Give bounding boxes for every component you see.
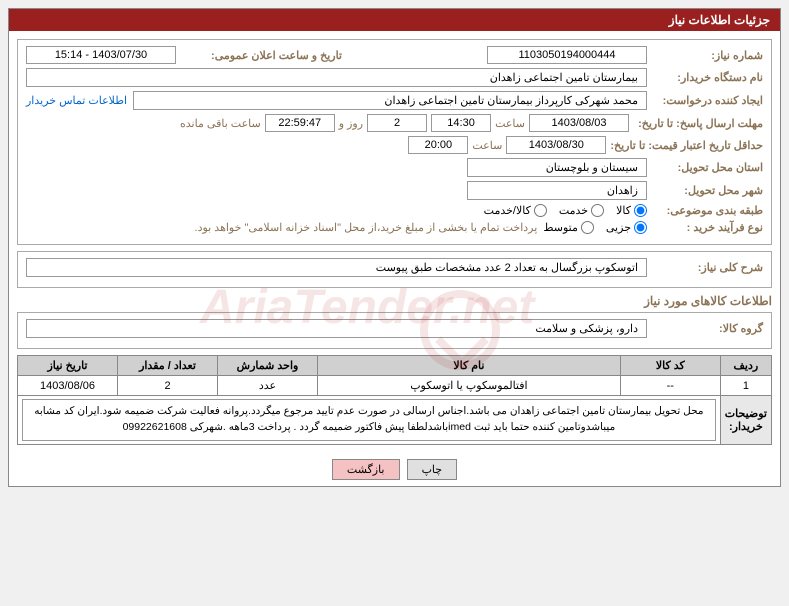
goods-group-field: دارو، پزشکی و سلامت	[26, 319, 647, 338]
process-note: پرداخت تمام یا بخشی از مبلغ خرید،از محل …	[195, 221, 538, 234]
need-number-label: شماره نیاز:	[653, 49, 763, 62]
requester-field: محمد شهرکی کارپرداز بیمارستان تامین اجتم…	[133, 91, 647, 110]
city-field: زاهدان	[467, 181, 647, 200]
cell-code: --	[620, 376, 720, 396]
days-left-field: 2	[367, 114, 427, 132]
radio-service-input[interactable]	[591, 204, 604, 217]
province-field: سیستان و بلوچستان	[467, 158, 647, 177]
validity-time-field: 20:00	[408, 136, 468, 154]
process-radio-group: جزیی متوسط	[543, 221, 647, 234]
radio-both-input[interactable]	[534, 204, 547, 217]
radio-partial-input[interactable]	[634, 221, 647, 234]
announce-date-label: تاریخ و ساعت اعلان عمومی:	[182, 49, 342, 62]
th-date: تاریخ نیاز	[18, 356, 118, 376]
deadline-time-field: 14:30	[431, 114, 491, 132]
city-label: شهر محل تحویل:	[653, 184, 763, 197]
category-label: طبقه بندی موضوعی:	[653, 204, 763, 217]
days-and-label: روز و	[339, 117, 363, 130]
buyer-org-label: نام دستگاه خریدار:	[653, 71, 763, 84]
radio-service[interactable]: خدمت	[559, 204, 604, 217]
buyer-org-field: بیمارستان تامین اجتماعی زاهدان	[26, 68, 647, 87]
radio-medium-input[interactable]	[581, 221, 594, 234]
time-label-1: ساعت	[495, 117, 525, 130]
footer-buttons: چاپ بازگشت	[9, 453, 780, 486]
details-section: شماره نیاز: 1103050194000444 تاریخ و ساع…	[17, 39, 772, 245]
th-unit: واحد شمارش	[218, 356, 318, 376]
summary-section: شرح کلی نیاز: اتوسکوپ بزرگسال به تعداد 2…	[17, 251, 772, 288]
countdown-field: 22:59:47	[265, 114, 335, 132]
contact-link[interactable]: اطلاعات تماس خریدار	[26, 94, 127, 107]
remaining-label: ساعت باقی مانده	[180, 117, 261, 130]
radio-goods-input[interactable]	[634, 204, 647, 217]
requester-label: ایجاد کننده درخواست:	[653, 94, 763, 107]
category-radio-group: کالا خدمت کالا/خدمت	[484, 204, 647, 217]
cell-name: افتالموسکوپ یا اتوسکوپ	[318, 376, 621, 396]
page-header: جزئیات اطلاعات نیاز	[9, 9, 780, 31]
goods-table: ردیف کد کالا نام کالا واحد شمارش تعداد /…	[17, 355, 772, 445]
content-area: شماره نیاز: 1103050194000444 تاریخ و ساع…	[9, 31, 780, 453]
goods-section: گروه کالا: دارو، پزشکی و سلامت	[17, 312, 772, 349]
validity-label: حداقل تاریخ اعتبار قیمت: تا تاریخ:	[610, 139, 763, 152]
buyer-notes-label-cell: توضیحات خریدار:	[720, 396, 771, 445]
print-button[interactable]: چاپ	[407, 459, 458, 480]
cell-row: 1	[720, 376, 771, 396]
cell-date: 1403/08/06	[18, 376, 118, 396]
summary-label: شرح کلی نیاز:	[653, 261, 763, 274]
process-label: نوع فرآیند خرید :	[653, 221, 763, 234]
validity-date-field: 1403/08/30	[506, 136, 606, 154]
cell-qty: 2	[118, 376, 218, 396]
announce-date-field: 1403/07/30 - 15:14	[26, 46, 176, 64]
table-header-row: ردیف کد کالا نام کالا واحد شمارش تعداد /…	[18, 356, 772, 376]
th-row: ردیف	[720, 356, 771, 376]
main-container: جزئیات اطلاعات نیاز شماره نیاز: 11030501…	[8, 8, 781, 487]
cell-unit: عدد	[218, 376, 318, 396]
buyer-notes-text: محل تحویل بیمارستان تامین اجتماعی زاهدان…	[22, 399, 716, 441]
th-code: کد کالا	[620, 356, 720, 376]
time-label-2: ساعت	[472, 139, 502, 152]
need-number-field: 1103050194000444	[487, 46, 647, 64]
radio-both[interactable]: کالا/خدمت	[484, 204, 547, 217]
th-qty: تعداد / مقدار	[118, 356, 218, 376]
back-button[interactable]: بازگشت	[332, 459, 400, 480]
th-name: نام کالا	[318, 356, 621, 376]
province-label: استان محل تحویل:	[653, 161, 763, 174]
radio-goods[interactable]: کالا	[616, 204, 647, 217]
radio-partial[interactable]: جزیی	[606, 221, 647, 234]
deadline-date-field: 1403/08/03	[529, 114, 629, 132]
radio-medium[interactable]: متوسط	[543, 221, 594, 234]
goods-group-label: گروه کالا:	[653, 322, 763, 335]
goods-info-title: اطلاعات کالاهای مورد نیاز	[17, 294, 772, 308]
buyer-notes-cell: محل تحویل بیمارستان تامین اجتماعی زاهدان…	[18, 396, 721, 445]
page-title: جزئیات اطلاعات نیاز	[669, 13, 770, 27]
table-row: 1 -- افتالموسکوپ یا اتوسکوپ عدد 2 1403/0…	[18, 376, 772, 396]
table-notes-row: توضیحات خریدار: محل تحویل بیمارستان تامی…	[18, 396, 772, 445]
summary-field: اتوسکوپ بزرگسال به تعداد 2 عدد مشخصات طب…	[26, 258, 647, 277]
deadline-label: مهلت ارسال پاسخ: تا تاریخ:	[633, 117, 763, 130]
